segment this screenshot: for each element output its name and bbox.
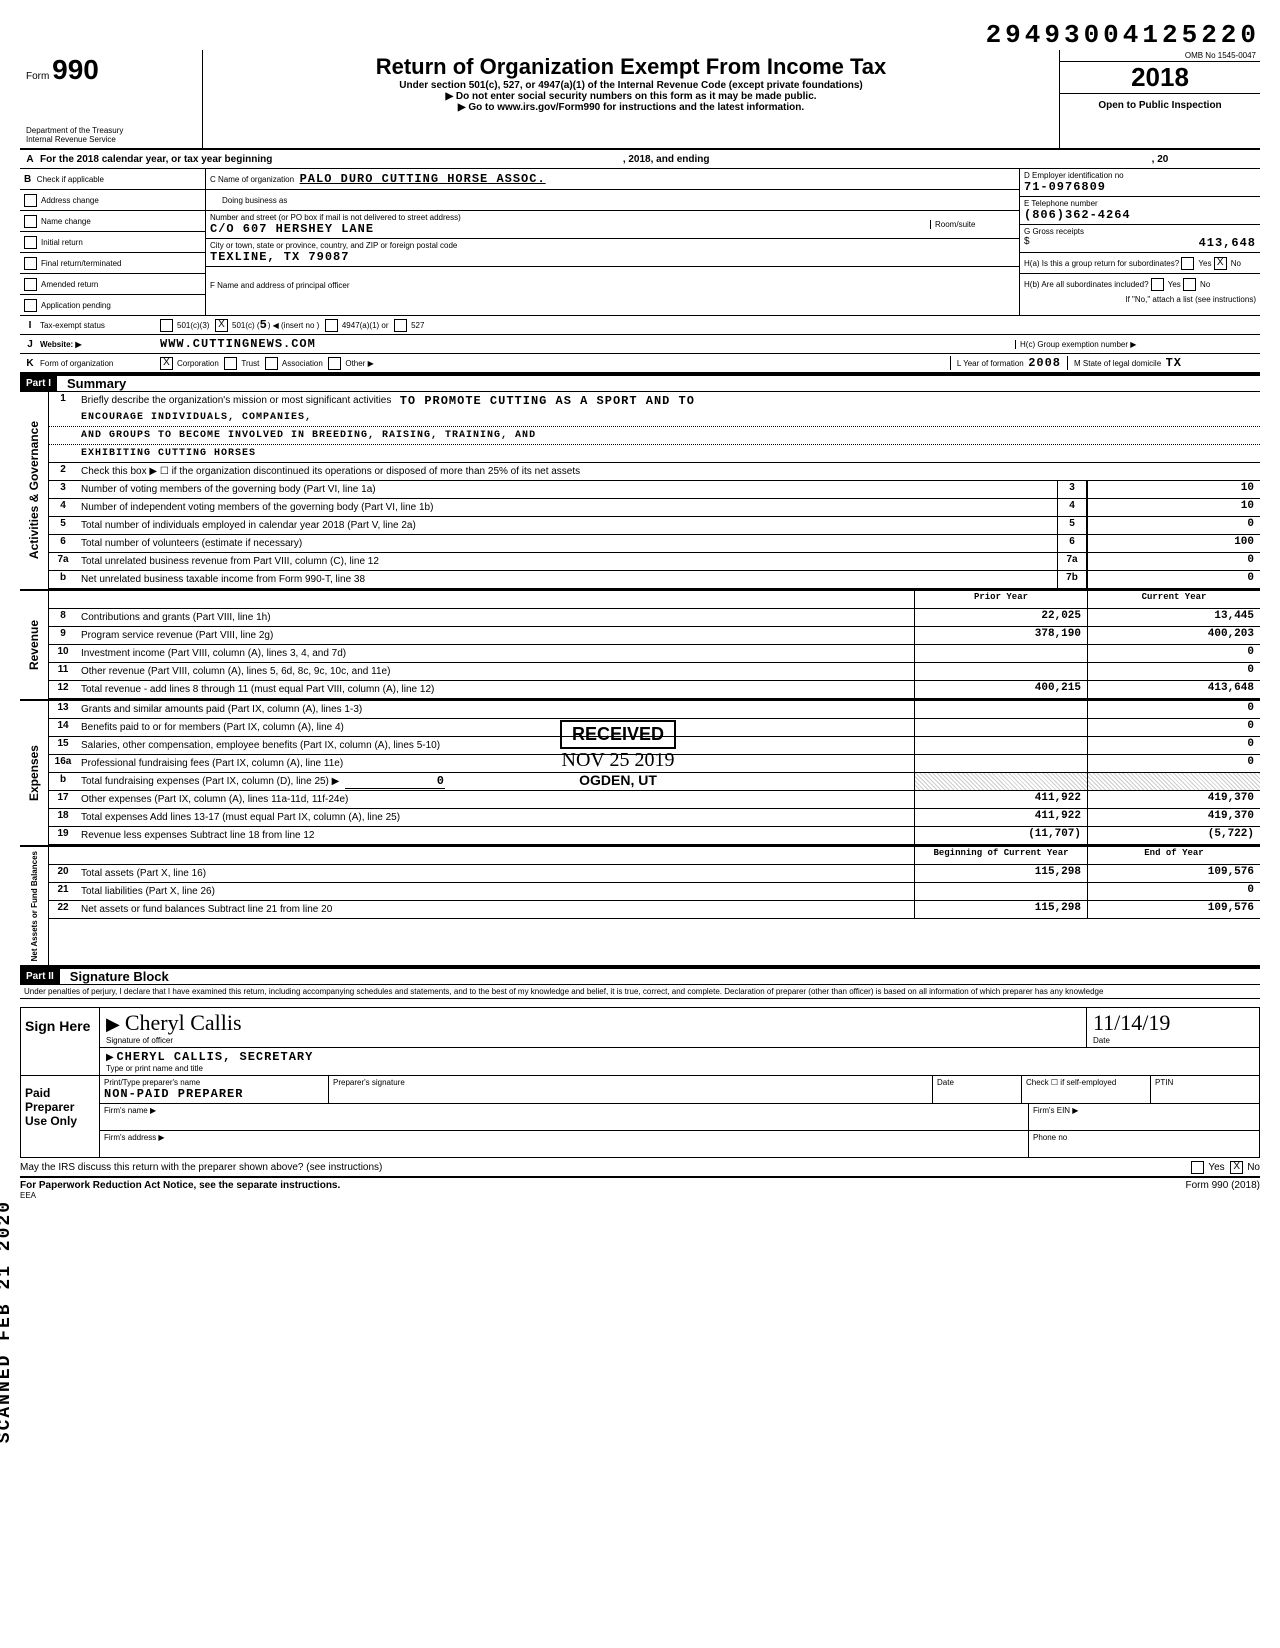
- gov-vlabel: Activities & Governance: [25, 417, 43, 563]
- received-stamp: RECEIVED NOV 25 2019 OGDEN, UT: [560, 720, 676, 788]
- prior-9: 378,190: [914, 627, 1087, 644]
- year-formation: 2008: [1028, 356, 1061, 370]
- mission-line3: AND GROUPS TO BECOME INVOLVED IN BREEDIN…: [77, 427, 1260, 444]
- line-a: A For the 2018 calendar year, or tax yea…: [20, 150, 1260, 169]
- mission-line2: ENCOURAGE INDIVIDUALS, COMPANIES,: [77, 409, 1260, 426]
- prior-22: 115,298: [914, 901, 1087, 918]
- sig-date: 11/14/19: [1093, 1010, 1253, 1036]
- state-domicile: TX: [1166, 356, 1182, 370]
- subtitle: Under section 501(c), 527, or 4947(a)(1)…: [207, 80, 1055, 91]
- gov-val-4: 10: [1087, 499, 1260, 516]
- curr-16a: 0: [1087, 755, 1260, 772]
- form-footer: Form 990 (2018): [1186, 1180, 1260, 1191]
- paid-preparer-block: Paid Preparer Use Only Print/Type prepar…: [20, 1076, 1260, 1158]
- ein: 71-0976809: [1024, 180, 1124, 194]
- curr-13: 0: [1087, 701, 1260, 718]
- org-name: PALO DURO CUTTING HORSE ASSOC.: [300, 172, 546, 186]
- mission-line4: EXHIBITING CUTTING HORSES: [77, 445, 1260, 462]
- 527-check[interactable]: [394, 319, 407, 332]
- prior-14: [914, 719, 1087, 736]
- other-check[interactable]: [328, 357, 341, 370]
- exp-vlabel: Expenses: [25, 741, 43, 805]
- prior-20: 115,298: [914, 865, 1087, 882]
- curr-15: 0: [1087, 737, 1260, 754]
- amended-check[interactable]: [24, 278, 37, 291]
- part2-header: Part II Signature Block: [20, 967, 1260, 985]
- scanned-stamp: SCANNED FEB 21 2020: [0, 1200, 15, 1443]
- discuss-yes[interactable]: [1191, 1161, 1204, 1174]
- curr-20: 109,576: [1087, 865, 1260, 882]
- form-title: Return of Organization Exempt From Incom…: [207, 54, 1055, 80]
- section-b: B Check if applicable Address change Nam…: [20, 169, 1260, 316]
- part1-header: Part I Summary: [20, 374, 1260, 392]
- curr-9: 400,203: [1087, 627, 1260, 644]
- dept-label: Department of the Treasury: [26, 126, 196, 135]
- curr-14: 0: [1087, 719, 1260, 736]
- 4947-check[interactable]: [325, 319, 338, 332]
- irs-label: Internal Revenue Service: [26, 135, 196, 144]
- prior-17: 411,922: [914, 791, 1087, 808]
- app-pending-check[interactable]: [24, 299, 37, 312]
- addr-change-check[interactable]: [24, 194, 37, 207]
- officer-name: CHERYL CALLIS, SECRETARY: [116, 1050, 313, 1064]
- prior-16a: [914, 755, 1087, 772]
- gross-receipts: 413,648: [1030, 236, 1256, 250]
- eea: EEA: [20, 1191, 1260, 1200]
- paperwork: For Paperwork Reduction Act Notice, see …: [20, 1180, 340, 1191]
- gov-val-3: 10: [1087, 481, 1260, 498]
- sign-here-block: Sign Here ▶ Cheryl Callis Signature of o…: [20, 1007, 1260, 1076]
- note2: ▶ Go to www.irs.gov/Form990 for instruct…: [207, 102, 1055, 113]
- gov-val-5: 0: [1087, 517, 1260, 534]
- website: www.cuttingnews.com: [160, 337, 316, 351]
- curr-18: 419,370: [1087, 809, 1260, 826]
- prior-13: [914, 701, 1087, 718]
- phone: (806)362-4264: [1024, 208, 1131, 222]
- curr-17: 419,370: [1087, 791, 1260, 808]
- name-change-check[interactable]: [24, 215, 37, 228]
- final-return-check[interactable]: [24, 257, 37, 270]
- form-number: 990: [52, 54, 99, 85]
- curr-12: 413,648: [1087, 681, 1260, 698]
- curr-10: 0: [1087, 645, 1260, 662]
- mission-line1: TO PROMOTE CUTTING AS A SPORT AND TO: [400, 394, 695, 408]
- note1: ▶ Do not enter social security numbers o…: [207, 91, 1055, 102]
- prior-12: 400,215: [914, 681, 1087, 698]
- address: C/O 607 HERSHEY LANE: [210, 222, 930, 236]
- gov-val-6: 100: [1087, 535, 1260, 552]
- form-label: Form: [26, 71, 49, 82]
- 501c3-check[interactable]: [160, 319, 173, 332]
- curr-19: (5,722): [1087, 827, 1260, 844]
- city: Texline, TX 79087: [210, 250, 457, 264]
- prior-10: [914, 645, 1087, 662]
- tax-year: 2018: [1060, 62, 1260, 94]
- curr-21: 0: [1087, 883, 1260, 900]
- initial-return-check[interactable]: [24, 236, 37, 249]
- discuss-no[interactable]: X: [1230, 1161, 1243, 1174]
- prior-21: [914, 883, 1087, 900]
- signature: Cheryl Callis: [125, 1010, 242, 1035]
- omb: OMB No 1545-0047: [1060, 50, 1260, 62]
- prior-18: 411,922: [914, 809, 1087, 826]
- curr-11: 0: [1087, 663, 1260, 680]
- assoc-check[interactable]: [265, 357, 278, 370]
- 501c-check[interactable]: X: [215, 319, 228, 332]
- curr-8: 13,445: [1087, 609, 1260, 626]
- prior-11: [914, 663, 1087, 680]
- gov-val-7a: 0: [1087, 553, 1260, 570]
- corp-check[interactable]: X: [160, 357, 173, 370]
- rev-vlabel: Revenue: [25, 616, 43, 674]
- open-public: Open to Public Inspection: [1060, 94, 1260, 117]
- curr-22: 109,576: [1087, 901, 1260, 918]
- prior-8: 22,025: [914, 609, 1087, 626]
- gov-val-7b: 0: [1087, 571, 1260, 588]
- prior-19: (11,707): [914, 827, 1087, 844]
- trust-check[interactable]: [224, 357, 237, 370]
- prior-15: [914, 737, 1087, 754]
- dln-number: 29493004125220: [20, 20, 1260, 50]
- preparer-name: NON-PAID PREPARER: [104, 1087, 324, 1101]
- form-header: Form 990 Department of the Treasury Inte…: [20, 50, 1260, 150]
- na-vlabel: Net Assets or Fund Balances: [28, 847, 41, 965]
- perjury-text: Under penalties of perjury, I declare th…: [20, 985, 1260, 999]
